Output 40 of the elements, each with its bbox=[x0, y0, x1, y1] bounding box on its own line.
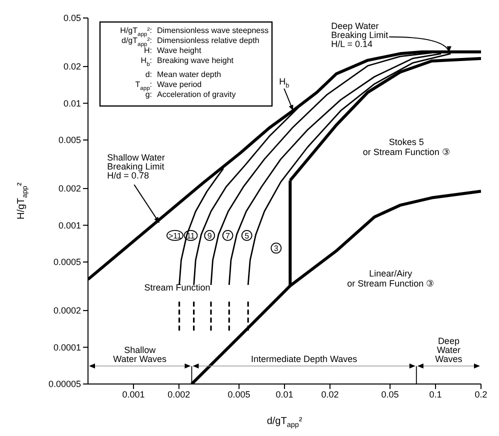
annotation: 7 bbox=[226, 231, 231, 240]
y-tick-label: 0.01 bbox=[63, 98, 81, 108]
annotation: Deep Water Breaking Limit H/L = 0.14 bbox=[331, 20, 389, 49]
annotation: d/gT$_{app}$²: Dimensionless relative depth bbox=[122, 36, 260, 48]
x-tick-label: 0.005 bbox=[228, 389, 250, 400]
annotation: H$_{b}$ bbox=[279, 76, 290, 90]
x-tick-label: 0.1 bbox=[429, 389, 442, 400]
x-tick-label: 0.01 bbox=[276, 389, 294, 400]
annotation: Stokes 5 or Stream Function ③ bbox=[362, 136, 450, 157]
x-tick-label: 0.001 bbox=[122, 389, 145, 400]
x-tick-label: 0.002 bbox=[168, 389, 190, 400]
y-tick-label: 0.002 bbox=[58, 184, 81, 194]
annotation: g: Acceleration of gravity bbox=[145, 90, 236, 99]
y-tick-label: 0.00005 bbox=[48, 379, 81, 390]
annotation: H: Wave height bbox=[144, 46, 202, 55]
annotation: 3 bbox=[274, 244, 279, 254]
y-tick-label: 0.0005 bbox=[53, 257, 81, 268]
y-tick-label: 0.0001 bbox=[53, 342, 81, 352]
annotation: 5 bbox=[244, 231, 250, 240]
annotation: Stream Function bbox=[144, 282, 210, 293]
x-tick-label: 0.2 bbox=[474, 389, 488, 400]
y-tick-label: 0.05 bbox=[63, 13, 81, 24]
annotation: d: Mean water depth bbox=[145, 70, 222, 79]
annotation: Deep Water Waves bbox=[435, 336, 463, 364]
annotation: 11 bbox=[186, 231, 196, 240]
annotation: Linear/Airy or Stream Function ③ bbox=[347, 268, 434, 289]
y-tick-label: 0.0002 bbox=[53, 306, 81, 316]
x-tick-label: 0.02 bbox=[321, 389, 339, 400]
annotation: Shallow Water Breaking Limit H/d = 0.78 bbox=[107, 152, 165, 181]
x-axis-title: d/gT$_{app}$² bbox=[266, 416, 303, 429]
y-tick-label: 0.001 bbox=[58, 220, 81, 230]
annotation: Intermediate Depth Waves bbox=[250, 354, 358, 364]
x-tick-label: 0.05 bbox=[381, 389, 399, 400]
annotation: H/gT$_{app}$²: Dimensionless wave steepness bbox=[120, 26, 269, 38]
annotation: 9 bbox=[207, 231, 212, 240]
annotation: Shallow Water Waves bbox=[113, 345, 168, 364]
annotation: T$_{app}$: Wave period bbox=[135, 80, 202, 92]
y-tick-label: 0.005 bbox=[58, 135, 81, 146]
y-tick-label: 0.02 bbox=[63, 62, 81, 72]
annotation: H$_{b}$: Breaking wave height bbox=[140, 56, 234, 68]
